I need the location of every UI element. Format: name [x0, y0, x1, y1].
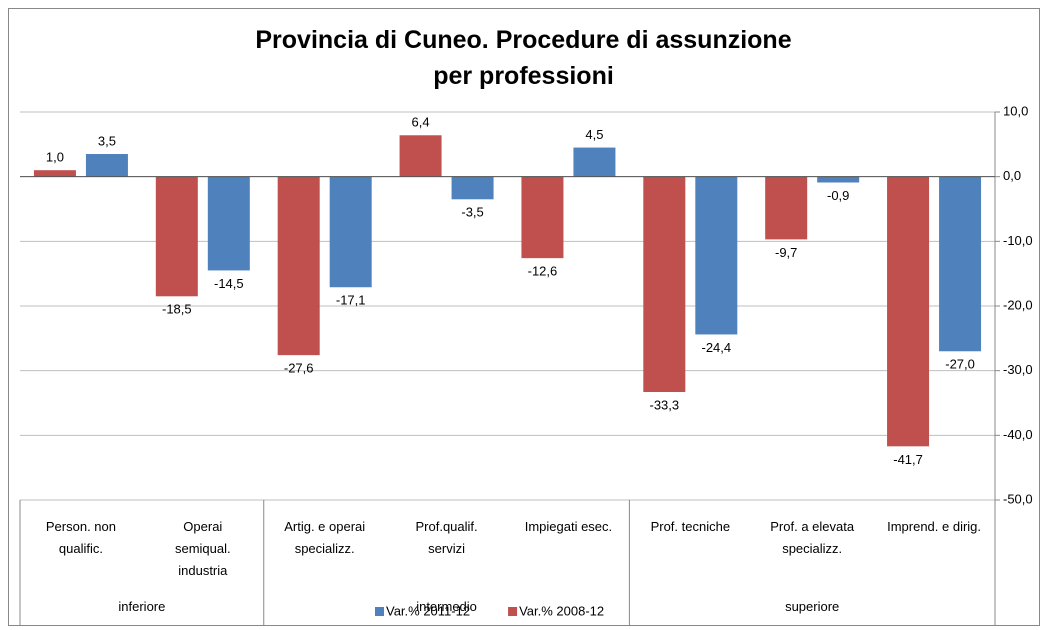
bar [329, 176, 372, 288]
bar [695, 176, 738, 335]
data-label: -18,5 [162, 302, 192, 317]
data-label: 1,0 [46, 150, 64, 165]
y-tick-label: 0,0 [1003, 168, 1021, 183]
data-label: -24,4 [701, 340, 731, 355]
x-tick-label: Impiegati esec. [524, 519, 613, 534]
group-label: inferiore [118, 599, 166, 614]
data-label: -27,0 [945, 357, 975, 372]
bar [85, 154, 128, 177]
bar [207, 176, 250, 271]
data-label: -27,6 [284, 361, 314, 376]
bar [573, 147, 616, 177]
data-label: -12,6 [528, 264, 558, 279]
legend-swatch [508, 607, 518, 616]
bar [817, 176, 860, 183]
data-label: -3,5 [461, 205, 483, 220]
bar [643, 176, 686, 393]
data-label: -17,1 [336, 293, 366, 308]
chart-border [8, 8, 1040, 626]
data-label: 4,5 [585, 127, 603, 142]
x-tick-label: Person. non qualific. [45, 519, 116, 556]
bar [277, 176, 320, 356]
y-tick-label: 10,0 [1003, 103, 1028, 118]
y-tick-label: -20,0 [1003, 297, 1033, 312]
legend-label: Var.% 2008-12 [519, 603, 604, 618]
data-label: -33,3 [649, 397, 679, 412]
x-tick-label: Prof. a elevata specializz. [770, 519, 855, 556]
bar [155, 176, 198, 297]
y-tick-label: -10,0 [1003, 233, 1033, 248]
legend-label: Var.% 2011-12 [386, 603, 470, 618]
x-tick-label: Imprend. e dirig. [887, 519, 982, 534]
legend-swatch [375, 607, 384, 616]
bar [33, 170, 76, 177]
data-label: 6,4 [412, 115, 430, 130]
x-tick-label: Artig. e operai specializz. [284, 519, 366, 556]
bar [939, 176, 982, 352]
group-label: superiore [785, 599, 840, 614]
x-tick-label: Prof. tecniche [650, 519, 731, 534]
bar [765, 176, 808, 240]
y-tick-label: -50,0 [1003, 491, 1033, 506]
group-label: intermedio [416, 599, 477, 614]
bar [521, 176, 564, 259]
chart-title: Provincia di Cuneo. Procedure di assunzi… [255, 26, 792, 90]
bar [451, 176, 494, 200]
bar [887, 176, 930, 447]
y-tick-label: -40,0 [1003, 427, 1033, 442]
x-tick-label: Prof.qualif. servizi [415, 519, 478, 556]
y-tick-label: -30,0 [1003, 362, 1033, 377]
data-label: -41,7 [893, 452, 923, 467]
data-label: 3,5 [98, 133, 116, 148]
x-tick-label: Operai semiqual. industria [174, 519, 231, 578]
bar [399, 135, 442, 177]
data-label: -9,7 [775, 245, 797, 260]
data-label: -14,5 [214, 276, 244, 291]
data-label: -0,9 [827, 188, 849, 203]
